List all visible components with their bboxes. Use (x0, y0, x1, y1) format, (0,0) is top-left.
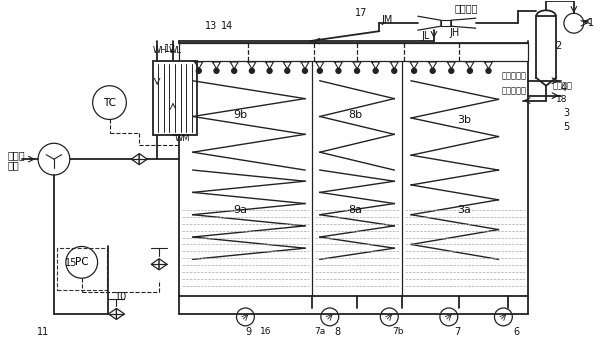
Circle shape (92, 86, 127, 120)
Text: JH: JH (450, 28, 460, 38)
Text: JL: JL (421, 31, 430, 41)
Text: 3: 3 (563, 108, 569, 118)
Polygon shape (159, 259, 167, 270)
Text: 原液进口: 原液进口 (553, 81, 573, 90)
Text: 1: 1 (588, 18, 594, 28)
Polygon shape (151, 259, 159, 270)
Text: 4: 4 (561, 83, 567, 93)
Text: 冷凝水出口: 冷凝水出口 (502, 86, 526, 95)
Circle shape (336, 69, 341, 73)
Circle shape (373, 69, 378, 73)
Text: 7b: 7b (392, 327, 404, 336)
Text: 8b: 8b (349, 110, 362, 120)
Bar (441, 20, 451, 26)
Circle shape (250, 69, 254, 73)
Bar (57, 248, 107, 290)
Text: 13: 13 (205, 21, 217, 31)
Text: 18: 18 (556, 95, 568, 104)
Polygon shape (139, 154, 147, 165)
Text: 17: 17 (355, 8, 367, 18)
Circle shape (412, 69, 416, 73)
Circle shape (380, 308, 398, 326)
Circle shape (267, 69, 272, 73)
Text: WL: WL (169, 47, 182, 55)
Text: 5: 5 (563, 122, 569, 132)
Circle shape (285, 69, 290, 73)
Text: WM: WM (175, 134, 190, 143)
Circle shape (494, 308, 512, 326)
Text: 3b: 3b (457, 115, 471, 125)
Text: 9b: 9b (233, 110, 248, 120)
Text: 提浓液出口: 提浓液出口 (502, 71, 526, 80)
Text: 16: 16 (260, 327, 272, 336)
Circle shape (392, 69, 397, 73)
Circle shape (302, 69, 307, 73)
Text: 8: 8 (335, 327, 341, 337)
Text: 热源: 热源 (7, 160, 19, 170)
Text: 低品质: 低品质 (7, 150, 25, 160)
Text: 2: 2 (555, 41, 561, 51)
Text: 驱动表汽: 驱动表汽 (455, 3, 478, 13)
Bar (179, 61, 528, 296)
Circle shape (214, 69, 219, 73)
Text: 12: 12 (164, 44, 176, 54)
Circle shape (232, 69, 236, 73)
Text: 6: 6 (514, 327, 520, 337)
Text: 7: 7 (454, 327, 460, 337)
Circle shape (355, 69, 359, 73)
Text: 10: 10 (115, 292, 127, 302)
Bar (179, 43, 528, 61)
Polygon shape (131, 154, 139, 165)
Text: 11: 11 (37, 327, 49, 337)
Text: 7a: 7a (314, 327, 325, 336)
Circle shape (440, 308, 458, 326)
Text: 3a: 3a (457, 205, 470, 215)
Text: 9: 9 (245, 327, 251, 337)
Text: TC: TC (103, 98, 116, 108)
Bar (153, 61, 197, 135)
Polygon shape (116, 308, 124, 320)
Text: 14: 14 (221, 21, 233, 31)
Text: PC: PC (75, 257, 89, 267)
Circle shape (467, 69, 472, 73)
Circle shape (66, 246, 98, 278)
Circle shape (236, 308, 254, 326)
Circle shape (38, 143, 70, 175)
Text: 9a: 9a (233, 205, 247, 215)
Text: 15: 15 (65, 258, 77, 268)
Text: 8a: 8a (349, 205, 362, 215)
Circle shape (321, 308, 338, 326)
Text: JM: JM (382, 15, 393, 25)
Circle shape (449, 69, 454, 73)
Circle shape (196, 69, 201, 73)
Polygon shape (109, 308, 116, 320)
Text: WH: WH (153, 47, 168, 55)
Circle shape (486, 69, 491, 73)
Circle shape (317, 69, 322, 73)
Circle shape (430, 69, 435, 73)
Circle shape (564, 13, 584, 33)
